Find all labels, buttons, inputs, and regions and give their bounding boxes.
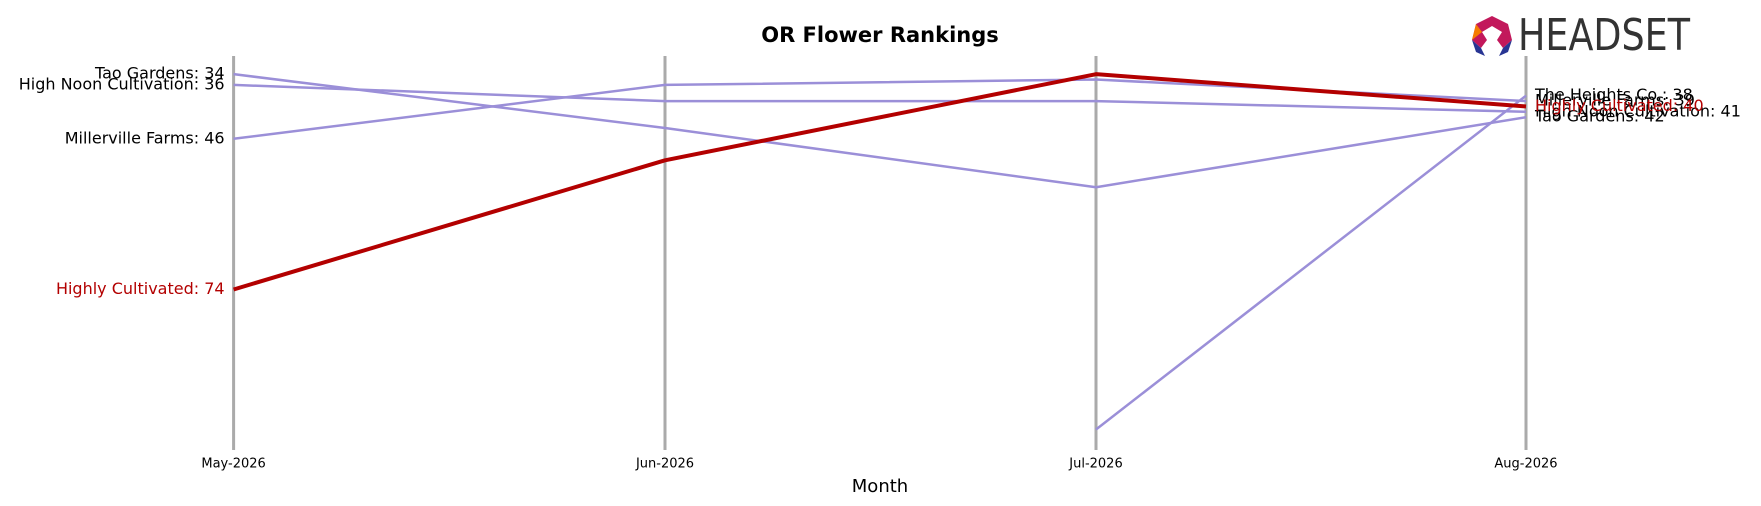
value-label: Millerville Farms: 46 [65, 128, 225, 147]
logo-icon [1472, 16, 1512, 48]
series-line [1095, 94, 1527, 431]
logo-icon-part [1472, 24, 1482, 40]
series-line [233, 78, 1527, 140]
logo-text: HEADSET [1518, 10, 1690, 61]
x-tick-label: May-2026 [201, 457, 265, 472]
logo-icon-part [1499, 40, 1512, 56]
chart-title: OR Flower Rankings [761, 23, 999, 47]
value-label: The Heights Co.: 38 [1534, 85, 1693, 104]
x-tick-label: Jul-2026 [1068, 457, 1122, 472]
value-label: Highly Cultivated: 74 [56, 279, 225, 298]
logo-icon-part [1472, 40, 1485, 56]
value-label: Highly Cultivated: 40 [1535, 96, 1704, 115]
value-label: High Noon Cultivation: 41 [1535, 101, 1741, 120]
logo: HEADSET [1472, 10, 1690, 61]
value-label: Tao Gardens: 42 [1534, 107, 1665, 126]
series-line [233, 83, 1527, 114]
x-tick-label: Jun-2026 [635, 457, 694, 472]
value-label: High Noon Cultivation: 36 [19, 74, 225, 93]
x-axis-label: Month [852, 476, 908, 497]
value-label: Millerville Farms: 39 [1535, 91, 1695, 110]
series-line [233, 72, 1527, 189]
series-line [233, 72, 1527, 292]
x-tick-label: Aug-2026 [1494, 457, 1557, 472]
value-label: Tao Gardens: 34 [94, 64, 225, 83]
